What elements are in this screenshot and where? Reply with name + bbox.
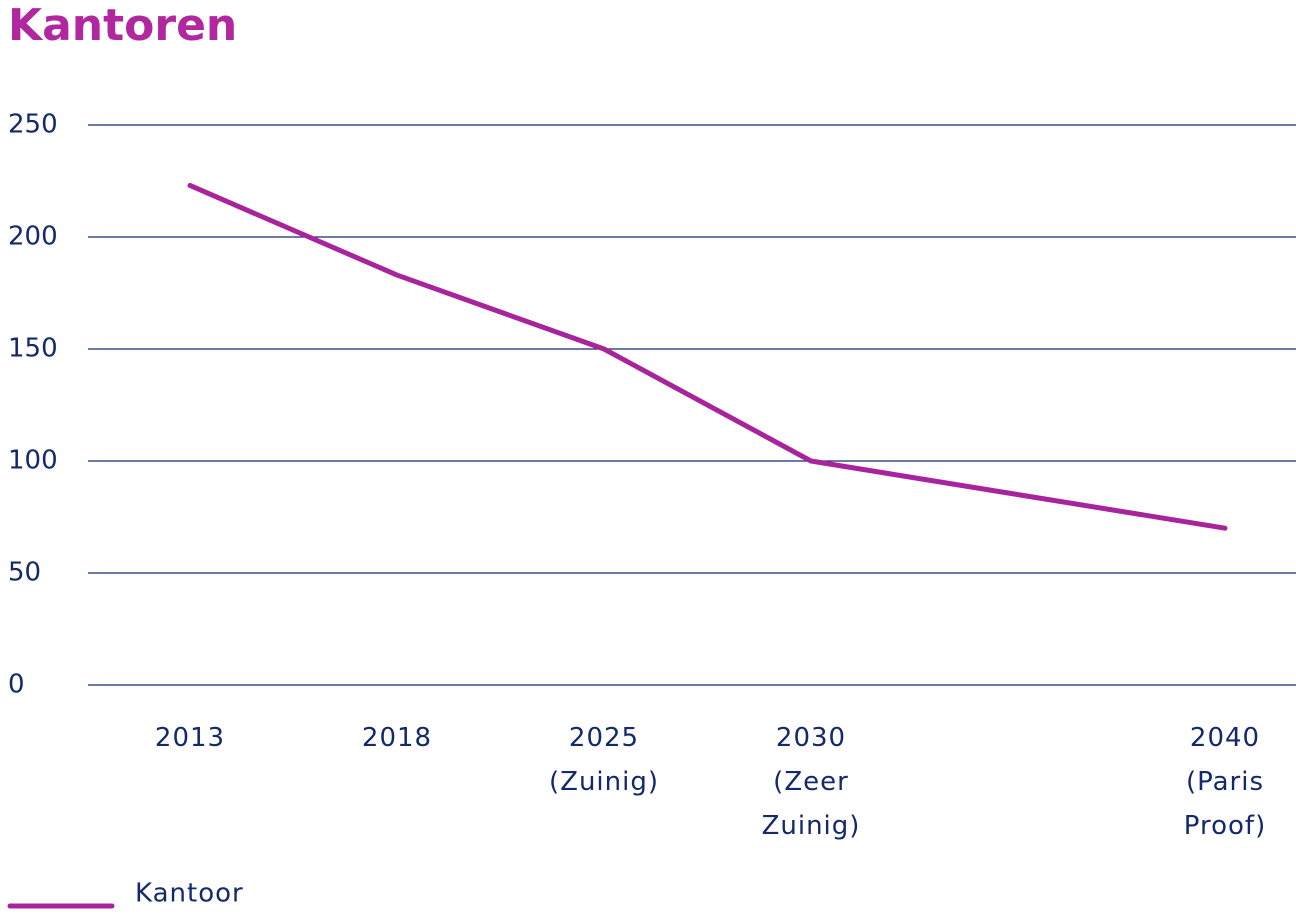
y-tick-label: 200 xyxy=(8,222,58,252)
x-tick-label: 2018 xyxy=(361,723,433,753)
y-tick-label: 100 xyxy=(8,446,58,476)
chart-title: Kantoren xyxy=(8,0,237,51)
y-tick-label: 50 xyxy=(8,558,41,588)
x-tick-label: 2013 xyxy=(154,723,226,753)
x-tick-label: 2025 (Zuinig) xyxy=(548,723,659,797)
y-tick-label: 150 xyxy=(8,334,58,364)
x-tick-label: 2040 (Paris Proof) xyxy=(1183,723,1267,841)
y-tick-label: 0 xyxy=(8,670,25,700)
x-tick-label: 2030 (Zeer Zuinig) xyxy=(761,723,861,841)
line xyxy=(187,182,1228,531)
y-tick-label: 250 xyxy=(8,110,58,140)
legend-label: Kantoor xyxy=(135,879,244,909)
